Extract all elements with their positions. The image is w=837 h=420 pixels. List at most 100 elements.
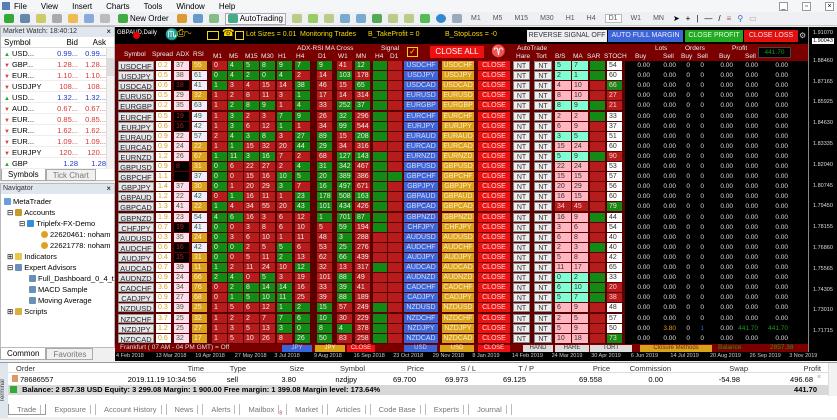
col-ask[interactable]: Ask <box>92 38 106 47</box>
sell-symbol-button[interactable]: GBPCAD <box>442 202 474 212</box>
close-button[interactable]: CLOSE <box>478 81 510 91</box>
market-watch-row[interactable]: ▼ EUR... 1.10... 1.10... <box>1 70 114 81</box>
close-button[interactable]: CLOSE <box>478 212 510 222</box>
tab-favorites[interactable]: Favorites <box>46 348 94 360</box>
tort-button[interactable]: TORT <box>590 345 632 352</box>
new-chart-icon[interactable] <box>4 14 14 23</box>
buy-symbol-button[interactable]: GBPCHF <box>404 172 438 182</box>
nav-account-1[interactable]: 22620461: noham <box>41 230 110 239</box>
hare-toggle[interactable]: NT <box>513 222 530 232</box>
tab-symbols[interactable]: Symbols <box>1 169 46 181</box>
new-order-button[interactable]: New Order <box>116 13 171 25</box>
sell-symbol-button[interactable]: USDJPY <box>442 71 474 81</box>
buy-symbol-button[interactable]: EURNZD <box>404 151 438 161</box>
col-swap[interactable]: Swap <box>729 364 748 373</box>
tort-toggle[interactable]: NT <box>534 151 552 161</box>
hare-toggle[interactable]: NT <box>513 273 530 283</box>
sell-symbol-button[interactable]: AUDCAD <box>442 263 474 272</box>
sell-symbol-button[interactable]: GBPJPY <box>442 182 474 192</box>
symbol-button[interactable]: GBPCHF <box>118 172 154 182</box>
hare-toggle[interactable]: NT <box>513 252 530 262</box>
buy-symbol-button[interactable]: EURAUD <box>404 131 438 141</box>
buy-symbol-button[interactable]: AUDUSD <box>404 232 438 242</box>
menu-help[interactable]: Help <box>218 1 236 11</box>
tf-w1[interactable]: W1 <box>630 15 642 22</box>
collapse-icon[interactable]: ⊟ <box>19 219 26 228</box>
sell-symbol-button[interactable]: EURAUD <box>442 131 474 141</box>
hare-toggle[interactable]: NT <box>513 81 530 91</box>
close-window-button[interactable]: × <box>825 1 834 11</box>
buy-symbol-button[interactable]: EURGBP <box>404 101 438 111</box>
buy-symbol-button[interactable]: EURCHF <box>404 111 438 121</box>
usd-close-button[interactable]: CLOSE <box>478 345 510 352</box>
candlestick-icon[interactable] <box>307 14 318 23</box>
tab-experts[interactable]: Experts <box>426 404 470 415</box>
buy-symbol-button[interactable]: USDJPY <box>404 71 438 81</box>
jpy-close-button[interactable]: CLOSE <box>347 345 375 352</box>
hare-toggle[interactable]: NT <box>513 172 530 182</box>
symbol-button[interactable]: AUDCHF <box>118 242 154 252</box>
col-commission[interactable]: Commission <box>629 364 671 373</box>
tf-h1[interactable]: H1 <box>565 15 575 22</box>
tab-mailbox[interactable]: Mailbox 8 <box>240 404 288 417</box>
sell-symbol-button[interactable]: EURJPY <box>442 121 474 131</box>
symbol-button[interactable]: EURJPY <box>118 121 154 131</box>
crosshair-icon[interactable]: + <box>685 14 691 23</box>
col-profit[interactable]: Profit <box>803 364 821 373</box>
buy-symbol-button[interactable]: GBPJPY <box>404 182 438 192</box>
periods-icon[interactable] <box>435 14 446 23</box>
tort-toggle[interactable]: NT <box>534 61 552 70</box>
market-watch-row[interactable]: ▼ EUR... 1.62... 1.62... <box>1 125 114 136</box>
close-button[interactable]: CLOSE <box>478 61 510 70</box>
vertical-line-icon[interactable]: | <box>696 14 699 23</box>
tort-toggle[interactable]: NT <box>534 222 552 232</box>
tab-alerts[interactable]: Alerts <box>203 404 241 415</box>
symbol-button[interactable]: AUDNZD <box>118 273 154 283</box>
symbol-button[interactable]: NZDJPY <box>118 323 154 333</box>
market-watch-row[interactable]: ▼ EUR... 0.85... 0.85... <box>1 114 114 125</box>
market-watch-row[interactable]: ▼ AUD... 0.67... 0.67... <box>1 103 114 114</box>
chart-window[interactable]: GBPAUD,Daily ♏ ⎙∿ ☎ Lot Sizes = 0.01 Mon… <box>115 27 837 361</box>
close-loss-button[interactable]: CLOSE LOSS <box>744 30 798 42</box>
buy-symbol-button[interactable]: AUDJPY <box>404 252 438 262</box>
close-button[interactable]: CLOSE <box>478 313 510 323</box>
hare-toggle[interactable]: NT <box>513 71 530 81</box>
symbol-button[interactable]: USDCHF <box>118 61 154 70</box>
tort-toggle[interactable]: NT <box>534 323 552 333</box>
col-symbol[interactable]: Symbol <box>4 38 31 47</box>
col-sl[interactable]: S / L <box>460 364 476 373</box>
col-tp[interactable]: T / P <box>518 364 534 373</box>
fibonacci-icon[interactable]: ≡ <box>726 14 732 23</box>
close-button[interactable]: CLOSE <box>478 141 510 151</box>
sell-symbol-button[interactable]: AUDJPY <box>442 252 474 262</box>
navigator-icon[interactable] <box>68 14 78 23</box>
symbol-button[interactable]: AUDUSD <box>118 232 154 242</box>
usd-buy-button[interactable]: USD <box>404 345 437 352</box>
buy-symbol-button[interactable]: CHFJPY <box>404 222 438 232</box>
tab-exposure[interactable]: Exposure <box>46 404 97 415</box>
hare-toggle[interactable]: NT <box>513 162 530 171</box>
hare-toggle[interactable]: NT <box>513 212 530 222</box>
tf-m15[interactable]: M15 <box>514 15 529 22</box>
tort-toggle[interactable]: NT <box>534 303 552 313</box>
line-chart-icon[interactable] <box>323 14 334 23</box>
buy-symbol-button[interactable]: NZDCAD <box>404 333 438 343</box>
close-button[interactable]: CLOSE <box>478 91 510 101</box>
closure-methods-button[interactable]: Closure Methods <box>640 345 712 352</box>
zoom-out-icon[interactable] <box>355 14 366 23</box>
close-button[interactable]: CLOSE <box>478 121 510 131</box>
tort-toggle[interactable]: NT <box>534 252 552 262</box>
market-watch-row[interactable]: ▼ EURJPY 120... 120... <box>1 147 114 158</box>
hare-toggle[interactable]: NT <box>513 151 530 161</box>
hare-toggle[interactable]: NT <box>513 242 530 252</box>
buy-symbol-button[interactable]: AUDCHF <box>404 242 438 252</box>
hare-toggle[interactable]: NT <box>513 182 530 192</box>
symbol-button[interactable]: GBPAUD <box>118 192 154 202</box>
tort-toggle[interactable]: NT <box>534 71 552 81</box>
reverse-signal-button[interactable]: REVERSE SIGNAL OFF <box>527 30 607 42</box>
symbol-button[interactable]: EURNZD <box>118 151 154 161</box>
buy-symbol-button[interactable]: NZDJPY <box>404 323 438 333</box>
tile-windows-icon[interactable] <box>371 14 382 23</box>
tort-toggle[interactable]: NT <box>534 212 552 222</box>
auto-full-margin-button[interactable]: AUTO FULL MARGIN <box>608 30 683 42</box>
